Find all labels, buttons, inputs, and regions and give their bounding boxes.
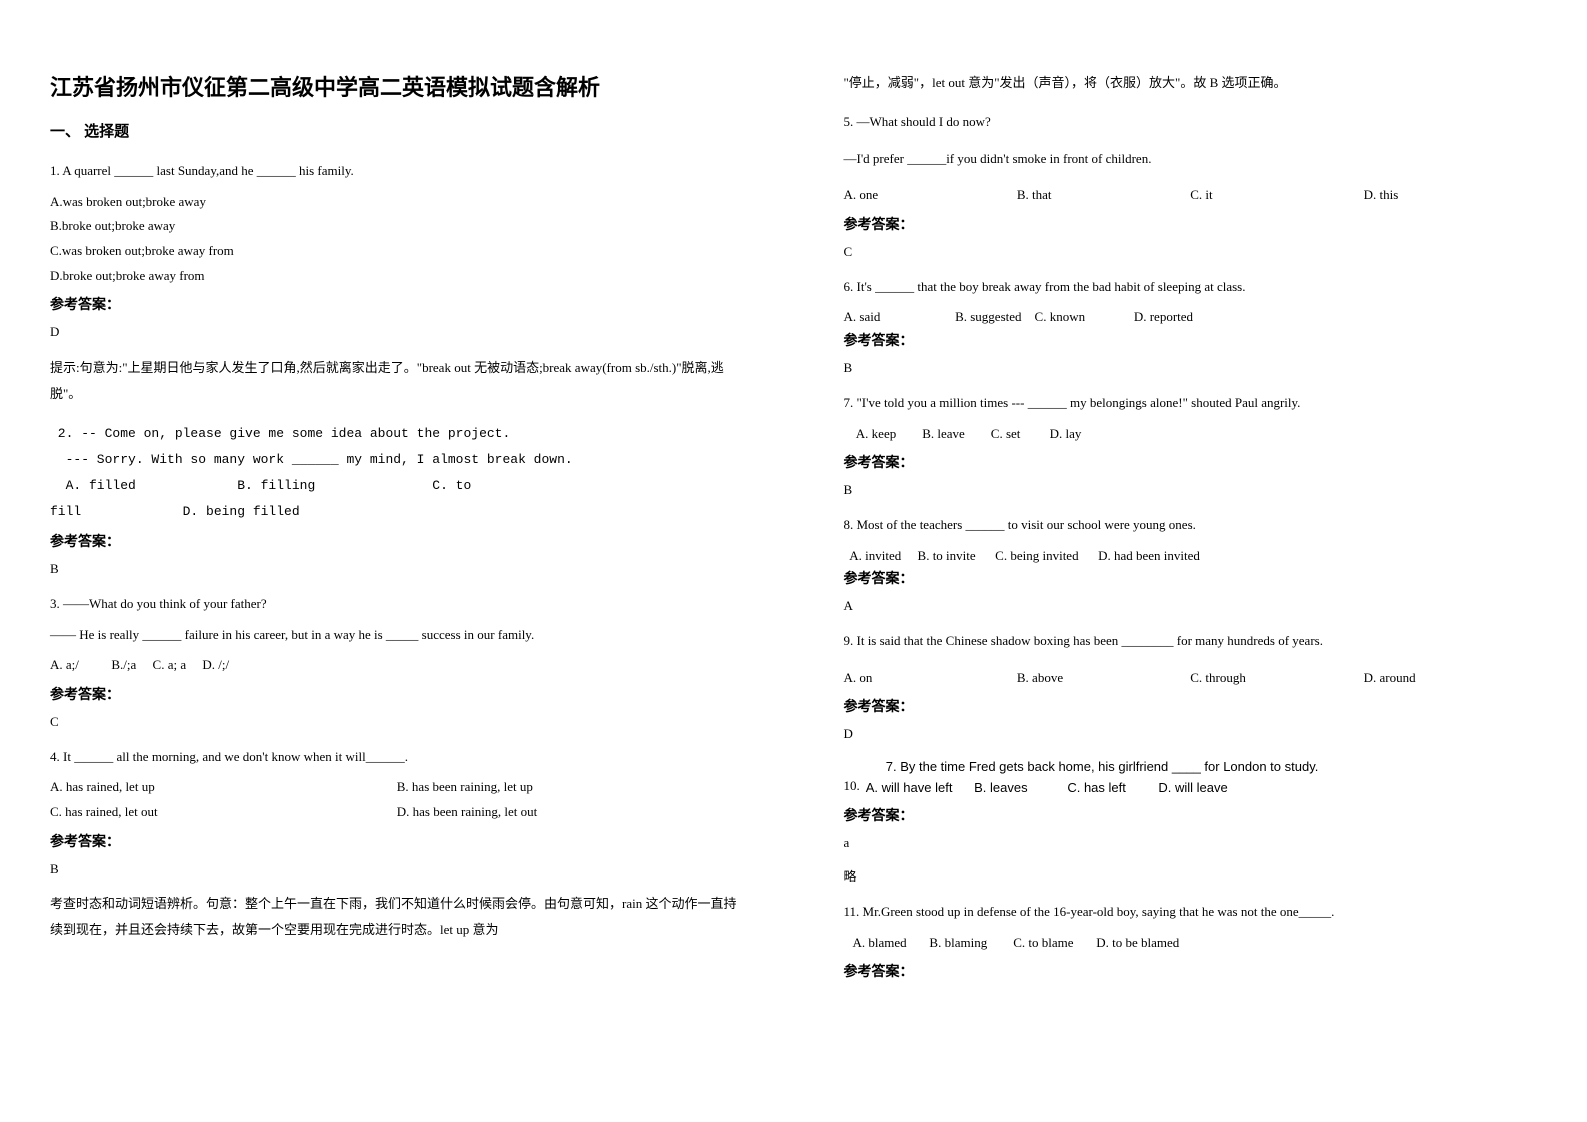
q8-stem: 8. Most of the teachers ______ to visit … <box>844 513 1538 538</box>
q2-answer: B <box>50 557 744 582</box>
q10-opts: A. will have left B. leaves C. has left … <box>866 778 1319 799</box>
q5-optD: D. this <box>1364 183 1537 208</box>
q9-optC: C. through <box>1190 666 1363 691</box>
q6-answer-label: 参考答案： <box>844 330 1538 350</box>
q9-optA: A. on <box>844 666 1017 691</box>
q8-opts: A. invited B. to invite C. being invited… <box>844 544 1538 569</box>
q10-prefix: 10. <box>844 774 860 799</box>
q3-stem1: 3. ——What do you think of your father? <box>50 592 744 617</box>
q9-answer: D <box>844 722 1538 747</box>
q9-options: A. on B. above C. through D. around <box>844 666 1538 691</box>
right-column: "停止，减弱"，let out 意为"发出（声音），将（衣服）放大"。故 B 选… <box>794 0 1587 1122</box>
q1-answer-label: 参考答案： <box>50 294 744 314</box>
q4-optB: B. has been raining, let up <box>397 775 744 800</box>
q4-answer: B <box>50 857 744 882</box>
q11-answer-label: 参考答案： <box>844 961 1538 981</box>
q5-stem2: —I'd prefer ______if you didn't smoke in… <box>844 147 1538 172</box>
q5-optB: B. that <box>1017 183 1190 208</box>
section-header: 一、 选择题 <box>50 120 744 141</box>
q4-answer-label: 参考答案： <box>50 831 744 851</box>
q7-answer: B <box>844 478 1538 503</box>
q10-row: 10. 7. By the time Fred gets back home, … <box>844 757 1538 799</box>
q1-stem: 1. A quarrel ______ last Sunday,and he _… <box>50 159 744 184</box>
q1-optC: C.was broken out;broke away from <box>50 239 744 264</box>
q1-optB: B.broke out;broke away <box>50 214 744 239</box>
q10-answer-label: 参考答案： <box>844 805 1538 825</box>
q8-answer-label: 参考答案： <box>844 568 1538 588</box>
q11-opts: A. blamed B. blaming C. to blame D. to b… <box>844 931 1538 956</box>
q5-answer: C <box>844 240 1538 265</box>
left-column: 江苏省扬州市仪征第二高级中学高二英语模拟试题含解析 一、 选择题 1. A qu… <box>0 0 794 1122</box>
q3-stem2: —— He is really ______ failure in his ca… <box>50 623 744 648</box>
q9-stem: 9. It is said that the Chinese shadow bo… <box>844 629 1538 654</box>
q5-optC: C. it <box>1190 183 1363 208</box>
q4-explain-cont: "停止，减弱"，let out 意为"发出（声音），将（衣服）放大"。故 B 选… <box>844 70 1538 96</box>
q4-explain: 考查时态和动词短语辨析。句意：整个上午一直在下雨，我们不知道什么时候雨会停。由句… <box>50 891 744 943</box>
q5-options: A. one B. that C. it D. this <box>844 183 1538 208</box>
q4-optD: D. has been raining, let out <box>397 800 744 825</box>
q6-stem: 6. It's ______ that the boy break away f… <box>844 275 1538 300</box>
q2-answer-label: 参考答案： <box>50 531 744 551</box>
q2-stem1: 2. -- Come on, please give me some idea … <box>50 421 744 447</box>
q10-answer: a <box>844 831 1538 856</box>
q4-optA: A. has rained, let up <box>50 775 397 800</box>
q9-optB: B. above <box>1017 666 1190 691</box>
q7-stem: 7. "I've told you a million times --- __… <box>844 391 1538 416</box>
q10-stem: 7. By the time Fred gets back home, his … <box>866 757 1319 778</box>
q3-answer-label: 参考答案： <box>50 684 744 704</box>
q8-answer: A <box>844 594 1538 619</box>
q4-optC: C. has rained, let out <box>50 800 397 825</box>
q9-optD: D. around <box>1364 666 1537 691</box>
q2-opts2: fill D. being filled <box>50 499 744 525</box>
q1-optD: D.broke out;broke away from <box>50 264 744 289</box>
q3-opts: A. a;/ B./;a C. a; a D. /;/ <box>50 653 744 678</box>
q2-opts1: A. filled B. filling C. to <box>50 473 744 499</box>
q9-answer-label: 参考答案： <box>844 696 1538 716</box>
q4-stem: 4. It ______ all the morning, and we don… <box>50 745 744 770</box>
q5-stem1: 5. —What should I do now? <box>844 110 1538 135</box>
q5-answer-label: 参考答案： <box>844 214 1538 234</box>
q7-opts: A. keep B. leave C. set D. lay <box>844 422 1538 447</box>
q5-optA: A. one <box>844 183 1017 208</box>
q11-stem: 11. Mr.Green stood up in defense of the … <box>844 900 1538 925</box>
q1-explain: 提示:句意为:"上星期日他与家人发生了口角,然后就离家出走了。"break ou… <box>50 355 744 407</box>
page-title: 江苏省扬州市仪征第二高级中学高二英语模拟试题含解析 <box>50 70 744 102</box>
q2-stem2: --- Sorry. With so many work ______ my m… <box>50 447 744 473</box>
q10-image-block: 7. By the time Fred gets back home, his … <box>866 757 1319 799</box>
q7-answer-label: 参考答案： <box>844 452 1538 472</box>
q1-answer: D <box>50 320 744 345</box>
q6-opts: A. said B. suggested C. known D. reporte… <box>844 305 1538 330</box>
q10-note: 略 <box>844 865 1538 890</box>
q3-answer: C <box>50 710 744 735</box>
q1-optA: A.was broken out;broke away <box>50 190 744 215</box>
q6-answer: B <box>844 356 1538 381</box>
